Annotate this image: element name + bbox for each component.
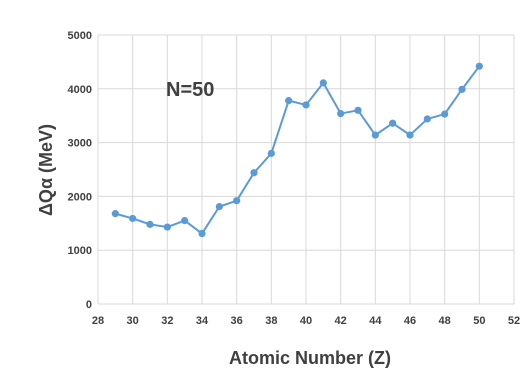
annotation-label: N=50 <box>166 79 214 101</box>
y-tick-label: 3000 <box>68 138 92 150</box>
x-tick-label: 28 <box>92 315 104 327</box>
series-line <box>115 65 481 235</box>
data-point <box>441 110 449 118</box>
x-tick-label: 52 <box>508 315 520 327</box>
data-point <box>337 109 345 118</box>
data-point <box>181 217 189 225</box>
data-point <box>146 220 154 228</box>
y-tick-label: 1000 <box>68 245 92 257</box>
x-axis-tick-labels: 28 30 32 34 36 38 40 42 44 46 48 50 52 <box>92 315 520 327</box>
x-tick-label: 46 <box>404 315 416 327</box>
data-point <box>319 79 327 87</box>
x-tick-label: 32 <box>161 315 173 327</box>
data-point <box>250 169 258 177</box>
data-point <box>111 210 119 218</box>
data-point <box>354 106 362 114</box>
y-axis-tick-labels: 0 1000 2000 3000 4000 5000 <box>68 30 92 311</box>
y-tick-label: 4000 <box>68 84 92 96</box>
data-point <box>423 115 431 123</box>
data-point <box>163 223 171 231</box>
y-tick-label: 5000 <box>68 30 92 42</box>
data-point <box>129 214 137 223</box>
data-point <box>406 131 414 139</box>
x-tick-label: 42 <box>335 315 347 327</box>
x-tick-label: 50 <box>473 315 485 327</box>
data-point <box>475 62 483 70</box>
x-tick-label: 34 <box>196 315 209 327</box>
y-tick-label: 0 <box>86 299 92 311</box>
data-point <box>371 131 379 139</box>
data-point <box>285 97 293 105</box>
data-point <box>458 85 466 93</box>
x-tick-label: 40 <box>300 315 312 327</box>
y-axis-title: ΔQα (MeV) <box>36 124 56 216</box>
data-point <box>302 101 310 109</box>
data-point <box>267 149 275 157</box>
x-axis-title: Atomic Number (Z) <box>229 348 391 368</box>
data-point <box>233 197 241 205</box>
series-layer <box>111 62 483 238</box>
y-tick-label: 2000 <box>68 191 92 203</box>
data-point <box>389 119 397 127</box>
data-point <box>215 203 223 211</box>
chart-grid <box>97 34 515 305</box>
x-tick-label: 44 <box>369 315 382 327</box>
data-point <box>198 229 206 238</box>
x-tick-label: 30 <box>127 315 139 327</box>
x-tick-label: 48 <box>439 315 451 327</box>
x-tick-label: 38 <box>265 315 277 327</box>
x-tick-label: 36 <box>231 315 243 327</box>
